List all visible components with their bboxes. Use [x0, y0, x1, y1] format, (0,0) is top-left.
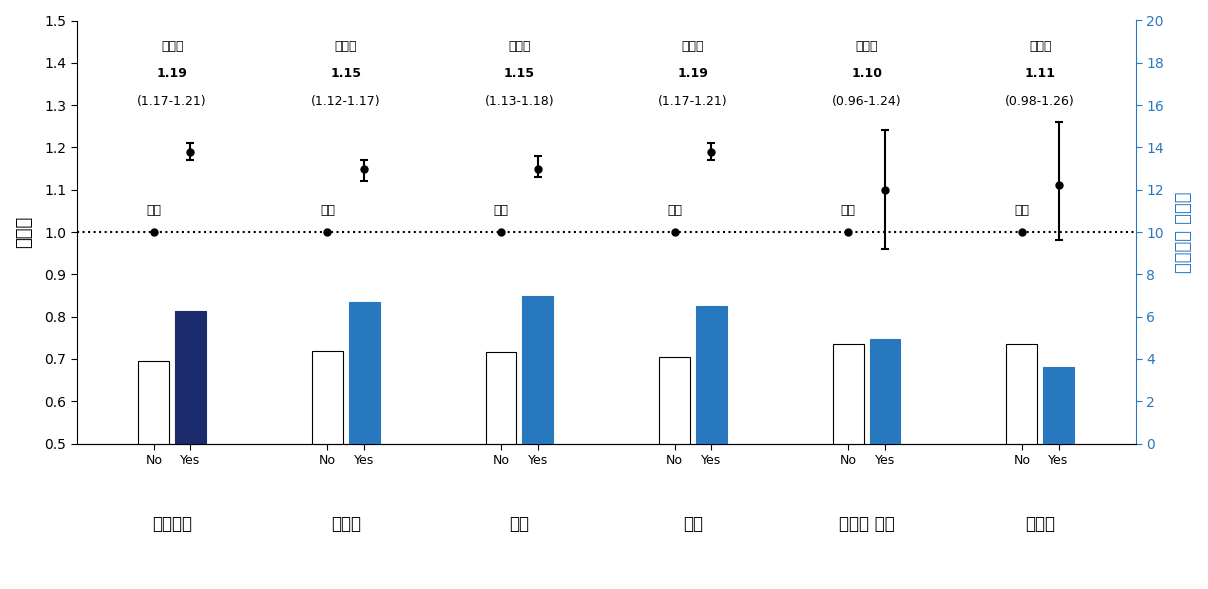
Bar: [870, 339, 900, 444]
Text: 기준: 기준: [841, 204, 855, 217]
Bar: [522, 296, 553, 444]
Bar: [175, 311, 205, 444]
Text: 1.19: 1.19: [157, 67, 187, 80]
Bar: [832, 344, 864, 444]
Text: 기준: 기준: [667, 204, 683, 217]
Text: 위험비: 위험비: [681, 39, 704, 52]
Text: 1.19: 1.19: [678, 67, 708, 80]
Y-axis label: 심방세동 발생률: 심방세동 발생률: [1175, 191, 1194, 273]
Bar: [349, 302, 379, 444]
Text: 우울증: 우울증: [331, 515, 361, 534]
Text: (1.12-1.17): (1.12-1.17): [310, 95, 381, 108]
Bar: [1006, 344, 1038, 444]
Text: 양극성 장애: 양극성 장애: [838, 515, 894, 534]
Text: (0.98-1.26): (0.98-1.26): [1005, 95, 1075, 108]
Text: (1.13-1.18): (1.13-1.18): [484, 95, 554, 108]
Text: 기준: 기준: [320, 204, 335, 217]
Text: 1.15: 1.15: [504, 67, 535, 80]
Bar: [1044, 368, 1074, 444]
Text: 위험비: 위험비: [1029, 39, 1051, 52]
Text: 기준: 기준: [1015, 204, 1029, 217]
Text: 기준: 기준: [494, 204, 509, 217]
Text: 불면: 불면: [510, 515, 529, 534]
Text: 기준: 기준: [146, 204, 162, 217]
Bar: [486, 352, 517, 444]
Y-axis label: 위험비: 위험비: [14, 216, 33, 248]
Text: 불안: 불안: [683, 515, 703, 534]
Bar: [312, 351, 343, 444]
Text: (0.96-1.24): (0.96-1.24): [832, 95, 901, 108]
Text: 정신질환: 정신질환: [152, 515, 192, 534]
Text: 조현병: 조현병: [1026, 515, 1056, 534]
Text: 위험비: 위험비: [509, 39, 530, 52]
Text: 위험비: 위험비: [161, 39, 184, 52]
Bar: [139, 361, 169, 444]
Bar: [660, 357, 690, 444]
Text: 1.11: 1.11: [1024, 67, 1056, 80]
Text: 위험비: 위험비: [335, 39, 358, 52]
Text: 1.15: 1.15: [330, 67, 361, 80]
Text: 1.10: 1.10: [852, 67, 882, 80]
Text: (1.17-1.21): (1.17-1.21): [138, 95, 207, 108]
Text: 위험비: 위험비: [855, 39, 878, 52]
Text: (1.17-1.21): (1.17-1.21): [658, 95, 727, 108]
Bar: [696, 306, 727, 444]
